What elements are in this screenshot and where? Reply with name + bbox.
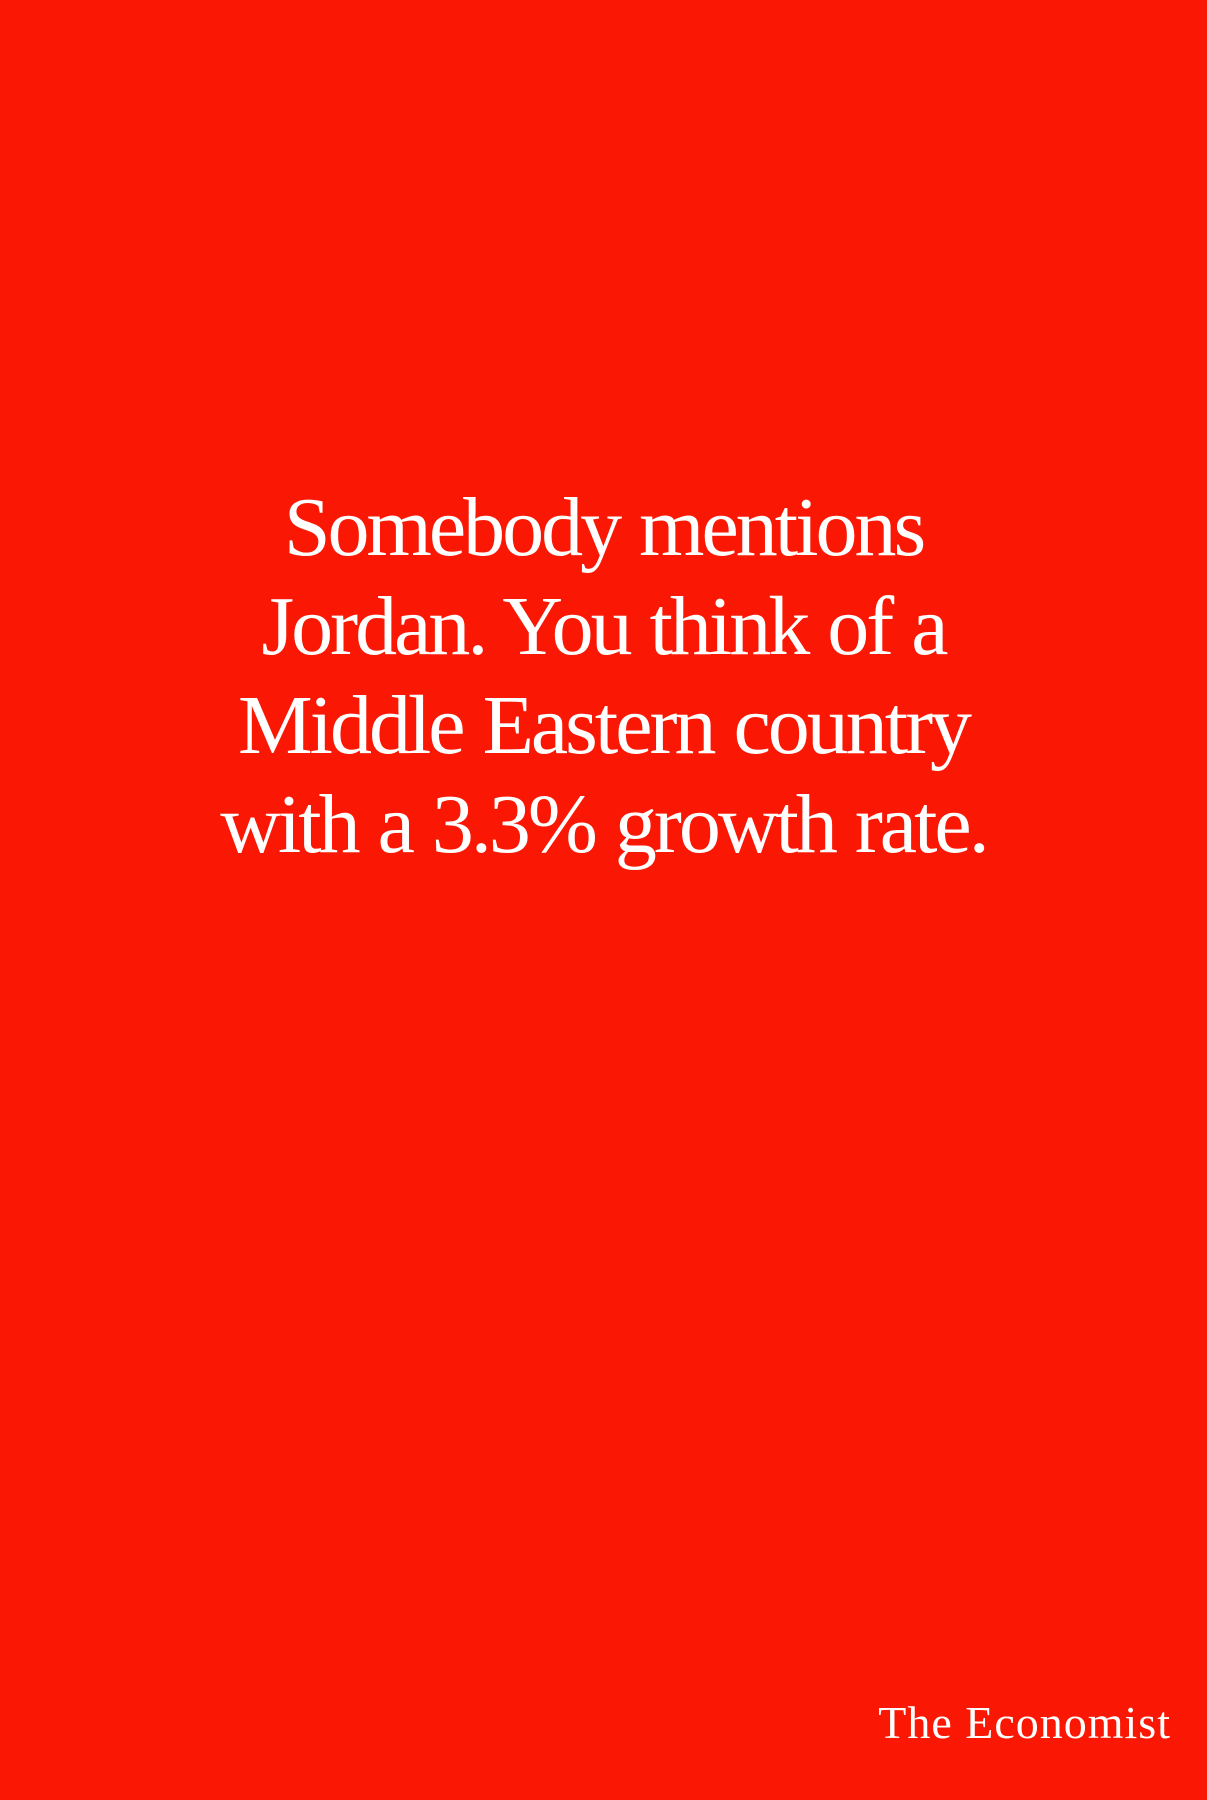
headline: Somebody mentions Jordan. You think of a… [0,478,1207,874]
headline-line-3: Middle Eastern country [237,679,972,772]
headline-line-2: Jordan. You think of a [261,580,948,673]
headline-line-4: with a 3.3% growth rate. [220,778,989,871]
headline-line-1: Somebody mentions [283,481,926,574]
brand-wordmark: The Economist [878,1697,1171,1748]
